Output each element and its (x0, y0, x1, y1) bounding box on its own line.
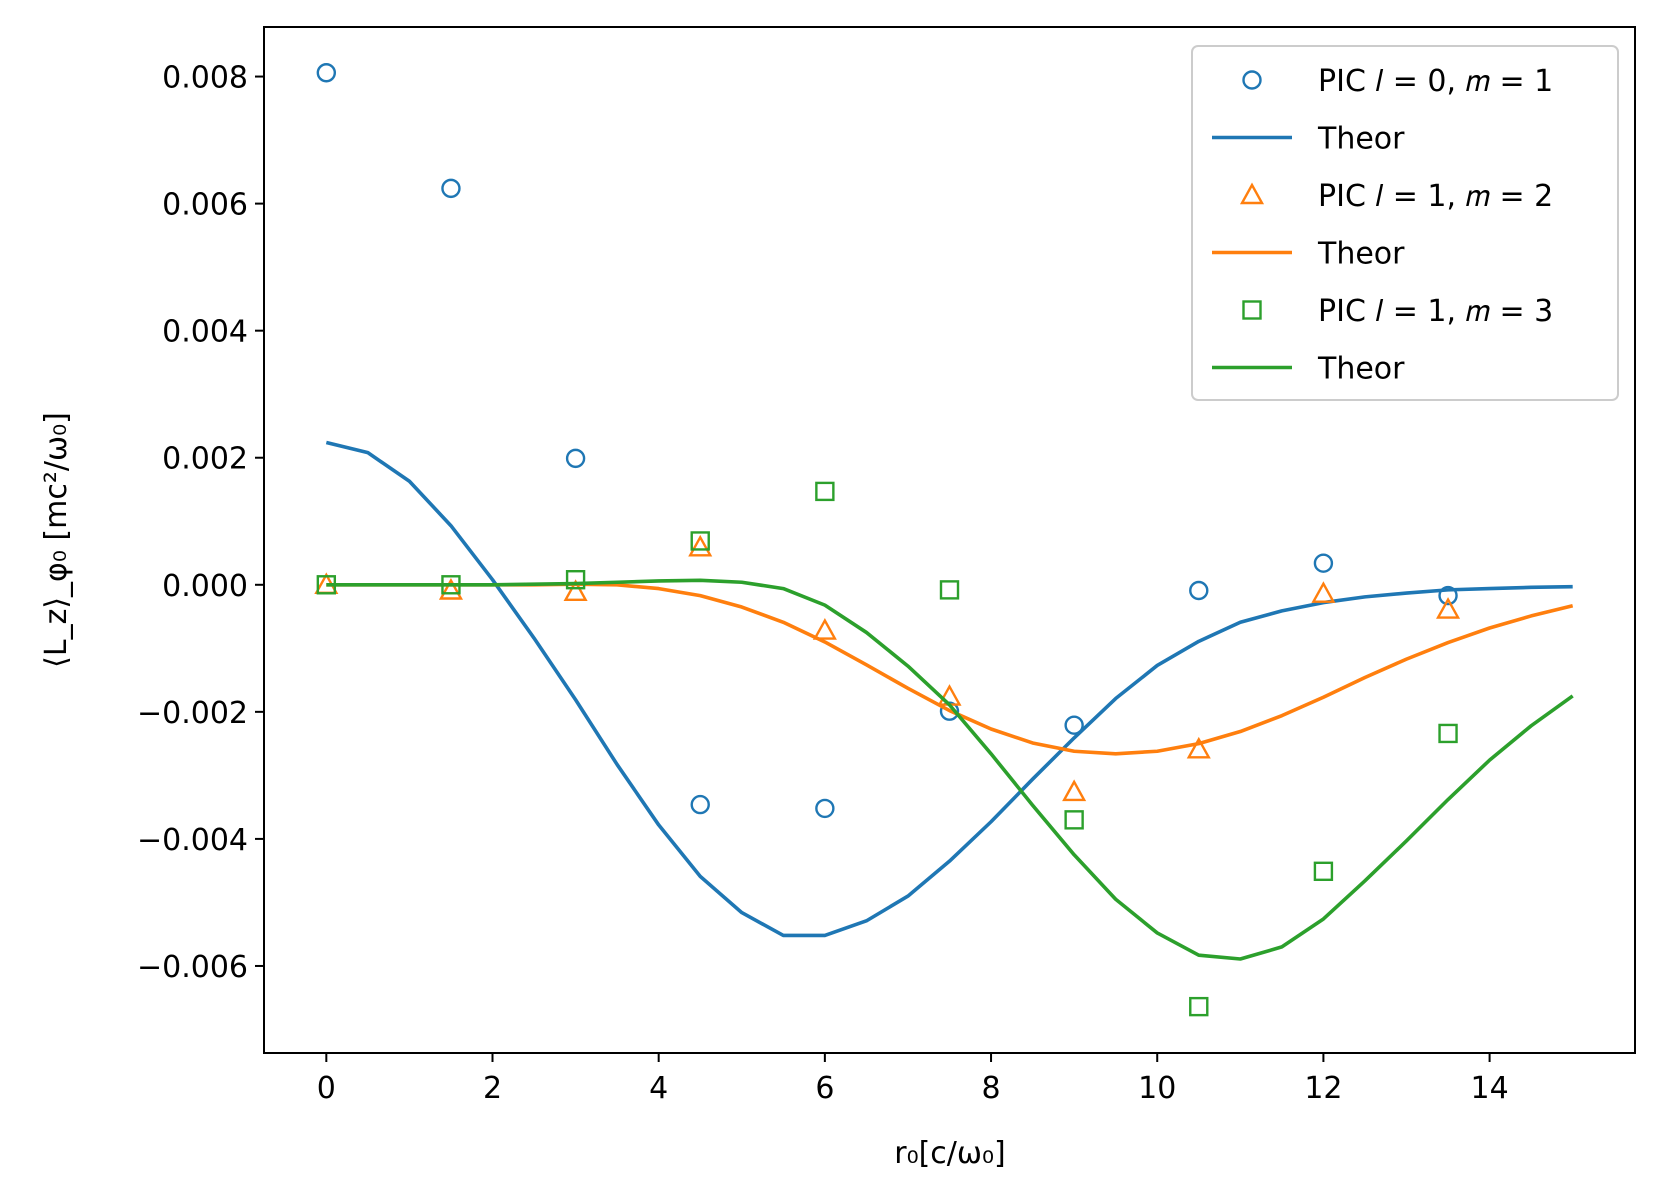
legend-items: PIC 𝑙 = 0, 𝑚 = 1 Theor PIC 𝑙 = 1, 𝑚 = 2 The… (1212, 64, 1553, 387)
triangle-marker (1062, 779, 1087, 802)
legend-item: Theor (1212, 237, 1405, 272)
legend-triangle-swatch (1239, 182, 1265, 205)
y-tick-label: 0.004 (162, 315, 248, 350)
square-marker (939, 580, 960, 600)
square-marker (1189, 996, 1209, 1017)
circle-marker (1064, 715, 1084, 735)
legend: PIC 𝑙 = 0, 𝑚 = 1 Theor PIC 𝑙 = 1, 𝑚 = 2 The… (1191, 45, 1619, 401)
x-tick-label: 0 (317, 1071, 336, 1106)
x-axis: 0 2 4 6 8 10 12 14 (317, 1053, 1509, 1106)
series-5 (326, 578, 1574, 961)
theory-line (326, 578, 1574, 961)
circle-marker (1313, 553, 1334, 573)
series-2 (314, 534, 1461, 802)
circle-marker (1189, 580, 1209, 601)
triangle-marker (563, 579, 588, 601)
triangle-marker (812, 618, 837, 640)
y-tick-label: −0.002 (137, 696, 248, 731)
y-tick-label: −0.006 (137, 950, 248, 985)
circle-marker (815, 798, 835, 819)
y-tick-label: 0.000 (162, 569, 248, 604)
circle-marker (1438, 585, 1458, 606)
x-axis-label: r₀[c/ω₀] (894, 1136, 1006, 1171)
legend-label: PIC 𝑙 = 1, 𝑚 = 3 (1318, 294, 1553, 329)
x-tick-label: 12 (1304, 1071, 1342, 1106)
square-marker (1438, 723, 1458, 744)
x-tick-label: 2 (483, 1071, 502, 1106)
x-tick-label: 14 (1470, 1071, 1508, 1106)
legend-item: Theor (1212, 352, 1405, 387)
circle-marker (565, 448, 586, 469)
circle-marker (316, 63, 337, 83)
legend-label: Theor (1317, 237, 1405, 272)
y-tick-label: −0.004 (137, 823, 248, 858)
legend-label: Theor (1317, 352, 1405, 387)
triangle-marker (1186, 736, 1211, 759)
triangle-marker (1311, 581, 1336, 603)
x-tick-label: 4 (649, 1071, 668, 1106)
x-tick-label: 6 (815, 1071, 834, 1106)
legend-label: PIC 𝑙 = 0, 𝑚 = 1 (1318, 64, 1553, 99)
legend-circle-swatch (1242, 70, 1262, 90)
square-marker (1064, 810, 1084, 830)
square-marker (815, 481, 835, 502)
legend-item: PIC 𝑙 = 0, 𝑚 = 1 (1242, 64, 1553, 99)
triangle-marker (1436, 597, 1461, 619)
series-layer (314, 63, 1574, 1017)
legend-item: PIC 𝑙 = 1, 𝑚 = 2 (1239, 179, 1553, 214)
y-tick-label: 0.002 (162, 442, 248, 477)
triangle-marker (438, 578, 463, 600)
x-tick-label: 8 (981, 1071, 1000, 1106)
series-1 (325, 440, 1573, 938)
legend-square-swatch (1242, 300, 1262, 320)
legend-label: Theor (1317, 122, 1405, 157)
legend-item: Theor (1212, 122, 1405, 157)
legend-box (1191, 45, 1619, 401)
series-4 (316, 481, 1458, 1017)
circle-marker (690, 794, 710, 815)
legend-item: PIC 𝑙 = 1, 𝑚 = 3 (1242, 294, 1553, 329)
square-marker (1313, 861, 1334, 882)
y-axis-label: ⟨L_z⟩_φ₀ [mc²/ω₀] (39, 412, 74, 668)
theory-line (325, 440, 1573, 938)
axes-frame (263, 26, 1636, 1054)
triangle-marker (688, 534, 713, 557)
square-marker (565, 570, 586, 590)
y-tick-label: 0.008 (162, 61, 248, 96)
circle-marker (441, 178, 461, 199)
x-tick-label: 10 (1138, 1071, 1176, 1106)
y-tick-label: 0.006 (162, 188, 248, 223)
legend-label: PIC 𝑙 = 1, 𝑚 = 2 (1318, 179, 1553, 214)
square-marker (690, 531, 710, 551)
y-axis: 0.008 0.006 0.004 0.002 0.000 −0.002 −0.004 −0.… (137, 61, 264, 985)
